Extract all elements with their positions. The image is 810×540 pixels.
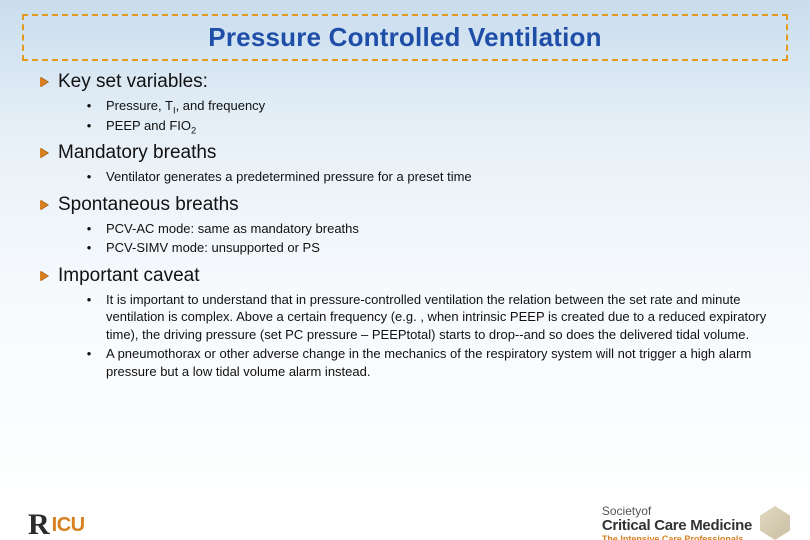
bullet-dot: •	[86, 220, 92, 238]
footer: R ICU Societyof Critical Care Medicine T…	[0, 500, 810, 540]
section-header: Spontaneous breaths	[40, 194, 776, 216]
arrow-icon	[40, 77, 48, 87]
sccm-text-block: Societyof Critical Care Medicine The Int…	[602, 505, 752, 540]
bullet-list: • Ventilator generates a predetermined p…	[86, 168, 776, 186]
sccm-tagline: The Intensive Care Professionals	[602, 535, 752, 540]
list-item: • Pressure, TI, and frequency	[86, 97, 776, 115]
section-caveat: Important caveat • It is important to un…	[40, 265, 776, 381]
section-title: Mandatory breaths	[58, 142, 216, 164]
sccm-line2: Critical Care Medicine	[602, 518, 752, 534]
section-spontaneous: Spontaneous breaths • PCV-AC mode: same …	[40, 194, 776, 257]
bullet-list: • Pressure, TI, and frequency • PEEP and…	[86, 97, 776, 134]
list-item: • A pneumothorax or other adverse change…	[86, 345, 776, 380]
list-item: • PEEP and FIO2	[86, 117, 776, 135]
bullet-text: A pneumothorax or other adverse change i…	[106, 345, 776, 380]
sccm-glyph-icon	[760, 506, 790, 540]
section-header: Important caveat	[40, 265, 776, 287]
logo-ricu: R ICU	[28, 510, 85, 540]
sccm-line1: Societyof	[602, 505, 752, 518]
arrow-icon	[40, 271, 48, 281]
bullet-text: Pressure, TI, and frequency	[106, 97, 776, 115]
section-title: Key set variables:	[58, 71, 208, 93]
bullet-list: • PCV-AC mode: same as mandatory breaths…	[86, 220, 776, 257]
logo-sccm: Societyof Critical Care Medicine The Int…	[602, 505, 790, 540]
bullet-dot: •	[86, 239, 92, 257]
bullet-text: PCV-AC mode: same as mandatory breaths	[106, 220, 776, 238]
bullet-dot: •	[86, 117, 92, 135]
list-item: • PCV-AC mode: same as mandatory breaths	[86, 220, 776, 238]
bullet-dot: •	[86, 291, 92, 309]
list-item: • PCV-SIMV mode: unsupported or PS	[86, 239, 776, 257]
section-title: Important caveat	[58, 265, 200, 287]
logo-ricu-r: R	[28, 508, 50, 540]
slide-title: Pressure Controlled Ventilation	[34, 22, 776, 53]
bullet-list: • It is important to understand that in …	[86, 291, 776, 381]
section-title: Spontaneous breaths	[58, 194, 239, 216]
bullet-dot: •	[86, 168, 92, 186]
bullet-dot: •	[86, 345, 92, 363]
list-item: • It is important to understand that in …	[86, 291, 776, 344]
bullet-text: It is important to understand that in pr…	[106, 291, 776, 344]
content-area: Key set variables: • Pressure, TI, and f…	[0, 71, 810, 380]
title-container: Pressure Controlled Ventilation	[22, 14, 788, 61]
bullet-text: PCV-SIMV mode: unsupported or PS	[106, 239, 776, 257]
section-header: Mandatory breaths	[40, 142, 776, 164]
bullet-text: PEEP and FIO2	[106, 117, 776, 135]
bullet-dot: •	[86, 97, 92, 115]
arrow-icon	[40, 148, 48, 158]
logo-ricu-icu: ICU	[52, 514, 85, 537]
arrow-icon	[40, 200, 48, 210]
section-key-variables: Key set variables: • Pressure, TI, and f…	[40, 71, 776, 134]
bullet-text: Ventilator generates a predetermined pre…	[106, 168, 776, 186]
section-mandatory: Mandatory breaths • Ventilator generates…	[40, 142, 776, 186]
list-item: • Ventilator generates a predetermined p…	[86, 168, 776, 186]
section-header: Key set variables:	[40, 71, 776, 93]
